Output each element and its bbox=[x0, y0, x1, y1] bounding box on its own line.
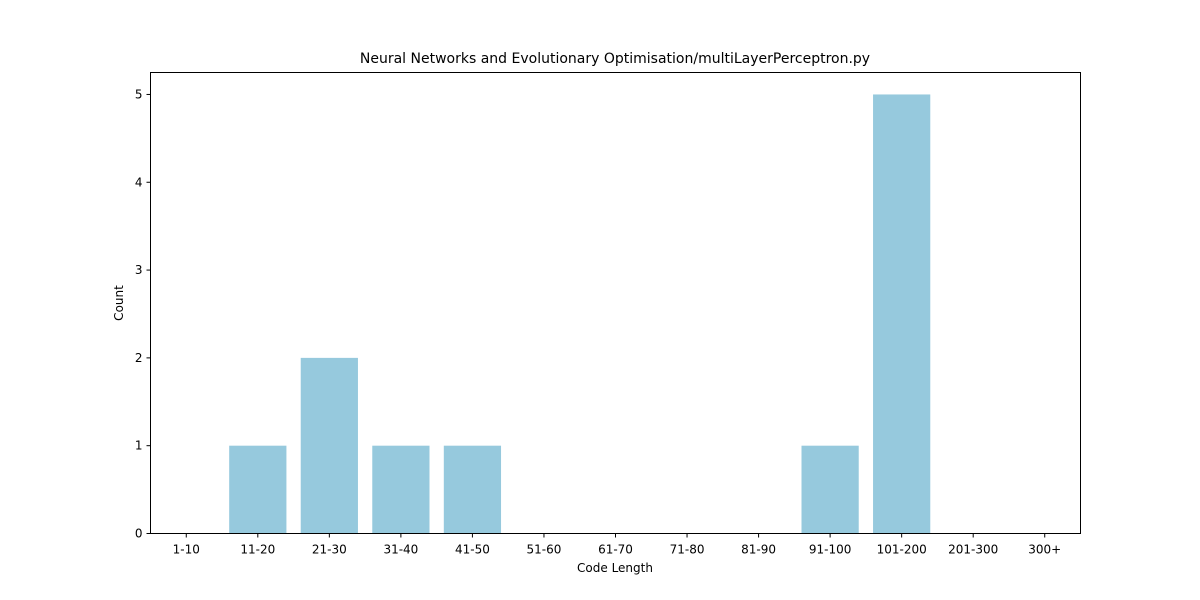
bar-91-100 bbox=[801, 445, 859, 534]
y-axis-label: Count bbox=[112, 285, 126, 321]
x-tick-label-21-30: 21-30 bbox=[312, 543, 347, 557]
x-tick-label-41-50: 41-50 bbox=[455, 543, 490, 557]
x-tick-label-201-300: 201-300 bbox=[948, 543, 998, 557]
x-tick-label-31-40: 31-40 bbox=[383, 543, 418, 557]
bar-101-200 bbox=[873, 94, 931, 534]
y-tick-label-3: 3 bbox=[135, 263, 143, 277]
x-tick-label-71-80: 71-80 bbox=[670, 543, 705, 557]
x-tick-label-1-10: 1-10 bbox=[173, 543, 200, 557]
y-tick-label-4: 4 bbox=[135, 175, 143, 189]
plot-frame bbox=[150, 72, 1081, 534]
x-tick-label-300+: 300+ bbox=[1028, 543, 1061, 557]
x-tick-label-81-90: 81-90 bbox=[741, 543, 776, 557]
bar-11-20 bbox=[229, 445, 287, 534]
y-tick-label-2: 2 bbox=[135, 351, 143, 365]
x-axis: 1-10 11-20 21-30 31-40 41-50 51-60 61-70 71-80 8… bbox=[173, 533, 1061, 557]
bar-41-50 bbox=[443, 445, 502, 534]
x-tick-label-51-60: 51-60 bbox=[527, 543, 562, 557]
x-tick-label-11-20: 11-20 bbox=[240, 543, 275, 557]
bar-31-40 bbox=[372, 445, 430, 534]
chart-title: Neural Networks and Evolutionary Optimis… bbox=[360, 51, 870, 67]
x-tick-label-101-200: 101-200 bbox=[877, 543, 927, 557]
x-tick-label-61-70: 61-70 bbox=[598, 543, 633, 557]
y-tick-label-1: 1 bbox=[135, 439, 143, 453]
y-tick-label-0: 0 bbox=[135, 527, 143, 541]
x-tick-label-91-100: 91-100 bbox=[809, 543, 852, 557]
bars-group bbox=[229, 94, 931, 534]
bar-21-30 bbox=[300, 357, 358, 534]
y-axis: 0 1 2 3 4 5 bbox=[135, 87, 151, 541]
x-axis-label: Code Length bbox=[577, 561, 653, 575]
y-tick-label-5: 5 bbox=[135, 87, 143, 101]
